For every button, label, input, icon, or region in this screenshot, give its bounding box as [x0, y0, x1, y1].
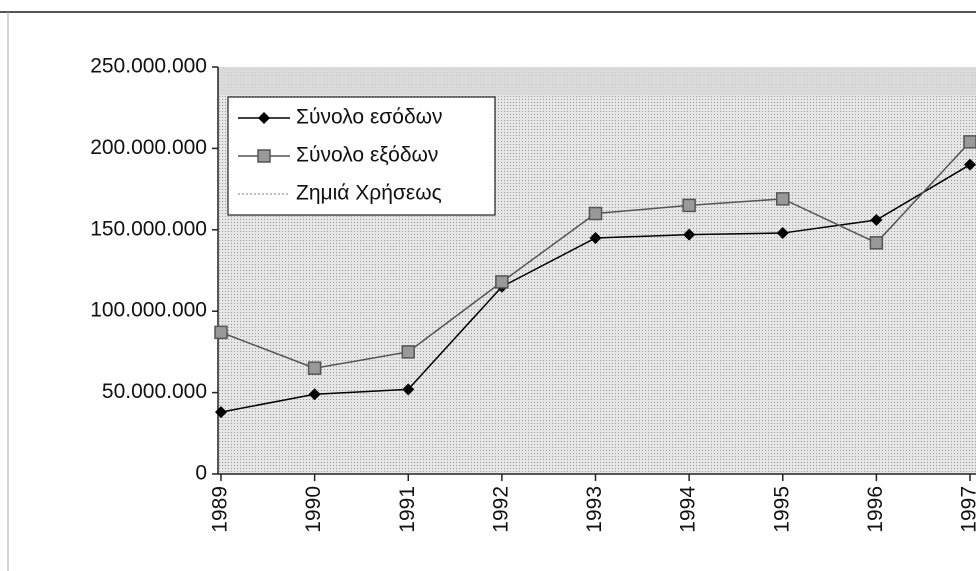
x-tick-label: 1989 — [209, 486, 232, 533]
data-point — [964, 158, 976, 171]
x-tick-label: 1992 — [489, 486, 512, 533]
plot-top-band — [218, 67, 976, 95]
data-point — [870, 214, 883, 227]
data-point — [307, 361, 322, 375]
x-tick-label: 1996 — [864, 486, 887, 533]
data-point — [682, 198, 696, 213]
x-tick-label: 1993 — [583, 486, 606, 533]
data-point — [401, 345, 415, 359]
legend-marker — [257, 149, 271, 163]
legend-marker — [258, 112, 270, 124]
data-point — [588, 206, 603, 221]
data-point — [589, 231, 602, 244]
y-tick-label: 250.000.000 — [90, 55, 207, 78]
x-tick-label: 1991 — [396, 486, 419, 533]
data-point — [308, 388, 321, 401]
legend-label: Σύνολο εξόδων — [296, 144, 438, 167]
y-tick-label: 200.000.000 — [90, 136, 207, 159]
data-point — [776, 227, 789, 240]
data-point — [402, 383, 415, 396]
legend-label: Σύνολο εσόδων — [296, 106, 443, 129]
data-point — [215, 406, 227, 419]
legend-label: Ζημιά Χρήσεως — [296, 182, 442, 205]
data-point — [495, 275, 509, 289]
data-point — [683, 228, 696, 241]
data-point — [869, 236, 884, 250]
y-tick-label: 50.000.000 — [102, 380, 207, 403]
y-tick-label: 100.000.000 — [90, 299, 207, 322]
x-tick-label: 1997 — [958, 486, 976, 533]
y-tick-label: 0 — [195, 462, 207, 485]
data-point — [776, 192, 790, 206]
data-point — [963, 135, 976, 149]
data-point — [214, 325, 228, 340]
y-tick-label: 150.000.000 — [90, 217, 207, 240]
x-tick-label: 1994 — [677, 486, 700, 533]
x-tick-label: 1990 — [302, 486, 325, 533]
x-tick-label: 1995 — [770, 486, 793, 533]
